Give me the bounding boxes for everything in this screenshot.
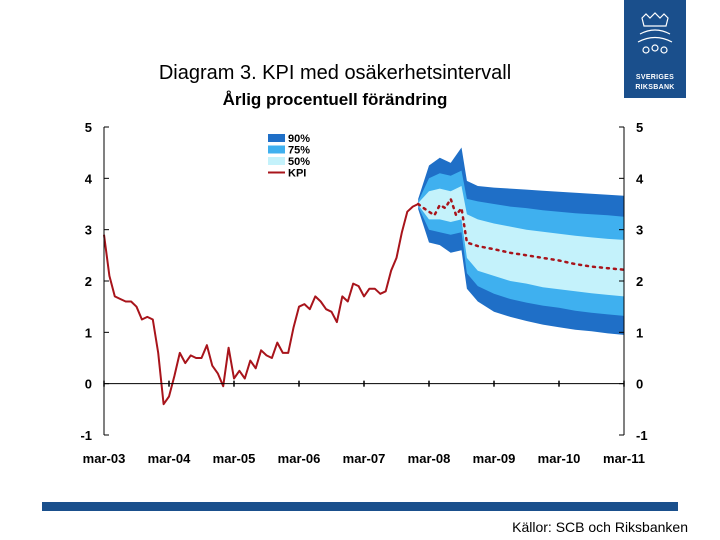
- y-tick-label-right: 0: [636, 377, 643, 392]
- y-tick-label-right: -1: [636, 428, 648, 443]
- bottom-bar: [42, 502, 678, 511]
- y-tick-label-left: 1: [85, 325, 92, 340]
- riksbank-logo: SVERIGES RIKSBANK: [624, 0, 686, 98]
- x-tick-label: mar-06: [278, 451, 321, 466]
- chart-title: Diagram 3. KPI med osäkerhetsintervall: [158, 62, 512, 84]
- x-tick-label: mar-08: [408, 451, 451, 466]
- y-tick-label-left: 4: [85, 171, 93, 186]
- legend: 90%75%50%KPI: [250, 131, 334, 183]
- x-tick-label: mar-03: [83, 451, 126, 466]
- y-tick-label-left: -1: [80, 428, 92, 443]
- y-tick-label-left: 5: [85, 120, 92, 135]
- legend-swatch: [268, 145, 285, 154]
- legend-label: KPI: [288, 168, 306, 180]
- axes: -1 -1 0 0 1 1 2 2 3 3 4 4 5 5 mar-03 mar-04 mar-05 mar-06…: [80, 120, 647, 466]
- y-tick-label-left: 0: [85, 377, 92, 392]
- x-tick-label: mar-10: [538, 451, 581, 466]
- kpi-lines: [103, 195, 626, 406]
- chart-subtitle: Årlig procentuell förändring: [222, 90, 448, 109]
- kpi-line: [103, 203, 419, 406]
- legend-label: 75%: [288, 145, 310, 157]
- y-tick-label-right: 1: [636, 325, 643, 340]
- logo-line1: SVERIGES: [635, 74, 675, 81]
- logo-line2: RIKSBANK: [635, 84, 675, 91]
- y-tick-label-left: 3: [85, 223, 92, 238]
- y-tick-label-left: 2: [85, 274, 92, 289]
- legend-swatch: [268, 134, 285, 142]
- uncertainty-bands: [418, 147, 624, 335]
- legend-label: 50%: [288, 156, 310, 168]
- legend-box: [250, 131, 334, 183]
- y-tick-label-right: 5: [636, 120, 643, 135]
- x-tick-label: mar-11: [603, 451, 645, 466]
- y-tick-label-right: 3: [636, 223, 643, 238]
- x-tick-label: mar-07: [343, 451, 386, 466]
- legend-label: 90%: [288, 133, 310, 145]
- crown-emblem-icon: [637, 12, 673, 54]
- y-tick-label-right: 4: [636, 171, 644, 186]
- legend-swatch: [268, 157, 285, 165]
- x-tick-label: mar-04: [148, 451, 191, 466]
- band50-area: [418, 186, 624, 297]
- y-tick-label-right: 2: [636, 274, 643, 289]
- x-tick-label: mar-09: [473, 451, 516, 466]
- x-tick-label: mar-05: [213, 451, 256, 466]
- kpi-forecast-line: [416, 195, 626, 271]
- source-note: Källor: SCB och Riksbanken: [512, 519, 688, 535]
